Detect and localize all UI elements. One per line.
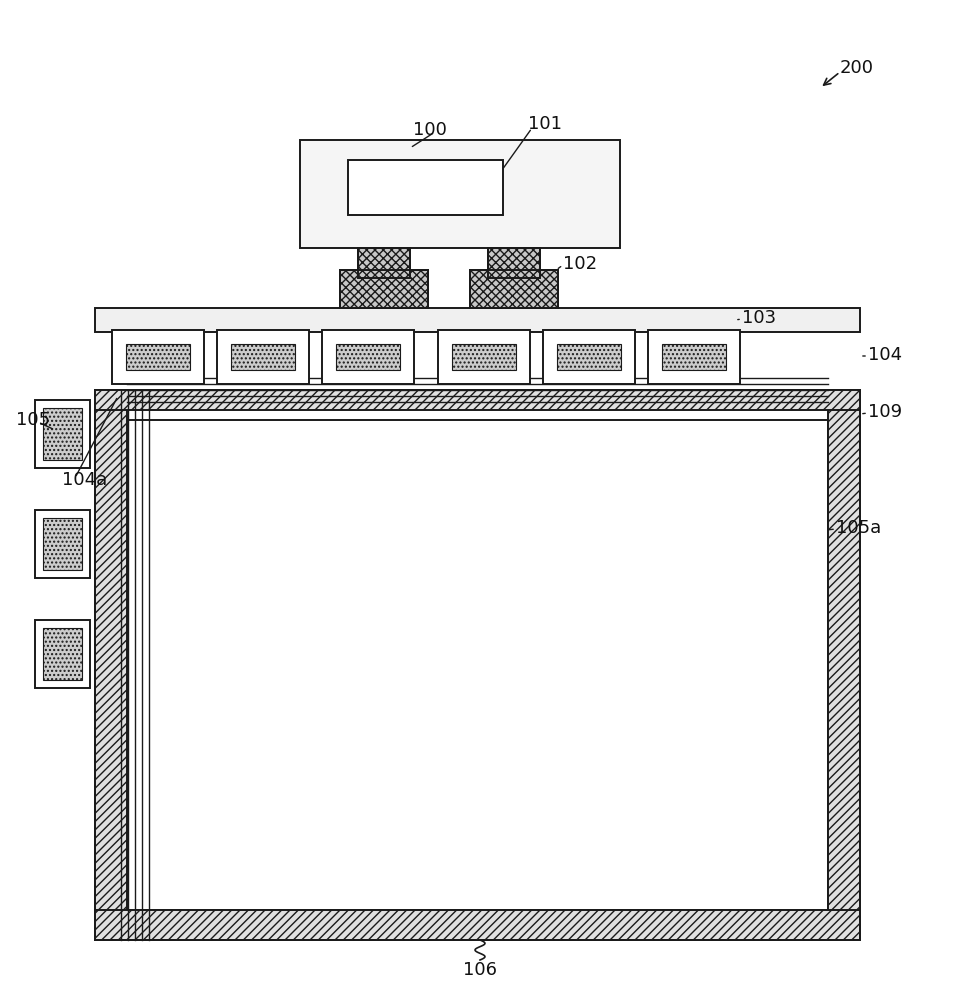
Text: 104a: 104a (62, 471, 107, 489)
Text: 101: 101 (528, 115, 561, 133)
Bar (348, 160, 503, 215)
Bar (437, 330, 530, 384)
Bar (300, 140, 619, 248)
Text: 103: 103 (741, 309, 776, 327)
Bar (95, 390, 859, 940)
Text: 102: 102 (562, 255, 597, 273)
Bar (35, 400, 90, 468)
Bar (43, 408, 82, 460)
Bar (126, 344, 190, 370)
Bar (322, 330, 413, 384)
Bar (335, 344, 400, 370)
Bar (43, 628, 82, 680)
Text: 100: 100 (412, 121, 447, 139)
Bar (470, 270, 557, 308)
Bar (556, 344, 621, 370)
Text: 200: 200 (839, 59, 874, 77)
Bar (35, 510, 90, 578)
Bar (827, 390, 859, 940)
Bar (487, 248, 539, 278)
Bar (357, 248, 409, 278)
Bar (661, 344, 726, 370)
Bar (95, 308, 859, 332)
Text: 109: 109 (867, 403, 901, 421)
Bar (111, 330, 204, 384)
Bar (95, 910, 859, 940)
Text: 104: 104 (867, 346, 901, 364)
Bar (95, 390, 127, 940)
Bar (339, 270, 428, 308)
Bar (127, 420, 827, 910)
Text: 106: 106 (462, 961, 497, 979)
Bar (35, 620, 90, 688)
Bar (542, 330, 634, 384)
Bar (95, 390, 859, 410)
Bar (43, 518, 82, 570)
Bar (648, 330, 739, 384)
Bar (217, 330, 308, 384)
Text: 105: 105 (16, 411, 50, 429)
Text: 105a: 105a (835, 519, 880, 537)
Bar (452, 344, 515, 370)
Bar (231, 344, 295, 370)
